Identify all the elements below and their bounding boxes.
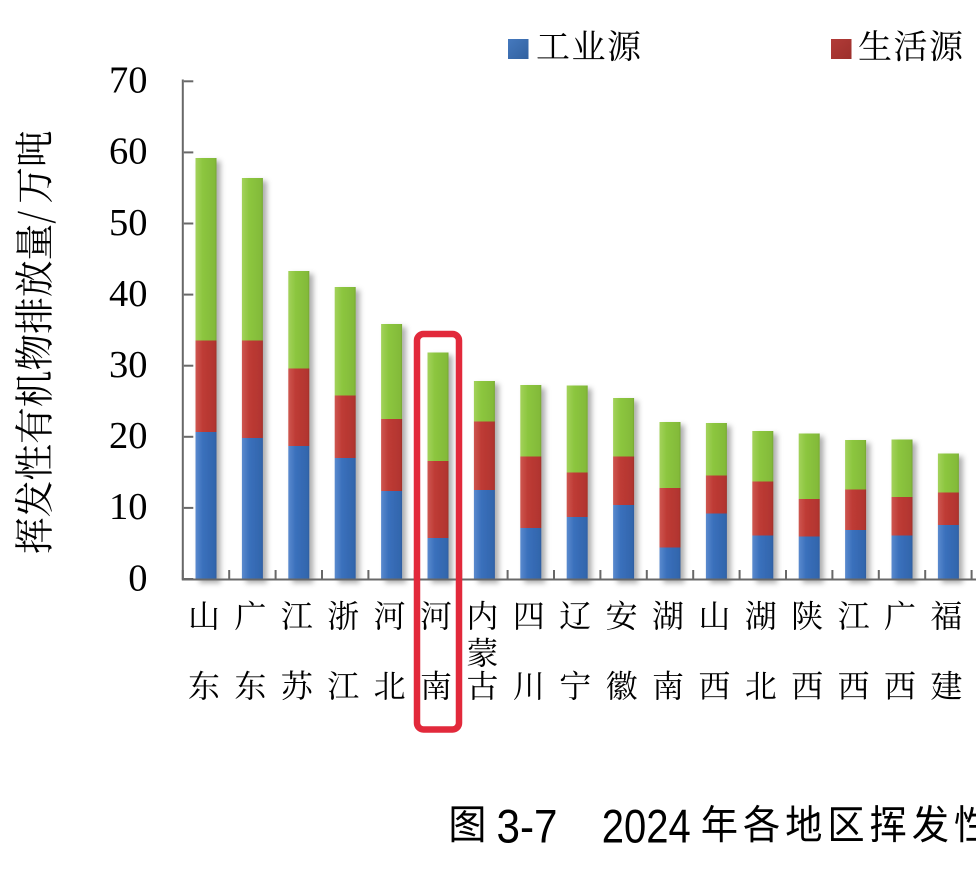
svg-text:3-7: 3-7 [497,800,558,853]
svg-text:20: 20 [109,415,148,457]
svg-text:10: 10 [109,486,148,528]
svg-text:2024: 2024 [602,800,691,853]
svg-text:40: 40 [109,273,148,315]
svg-text:60: 60 [109,131,148,173]
svg-text:30: 30 [109,344,148,386]
svg-text:70: 70 [109,60,148,102]
svg-text:50: 50 [109,202,148,244]
svg-text:0: 0 [128,557,147,599]
